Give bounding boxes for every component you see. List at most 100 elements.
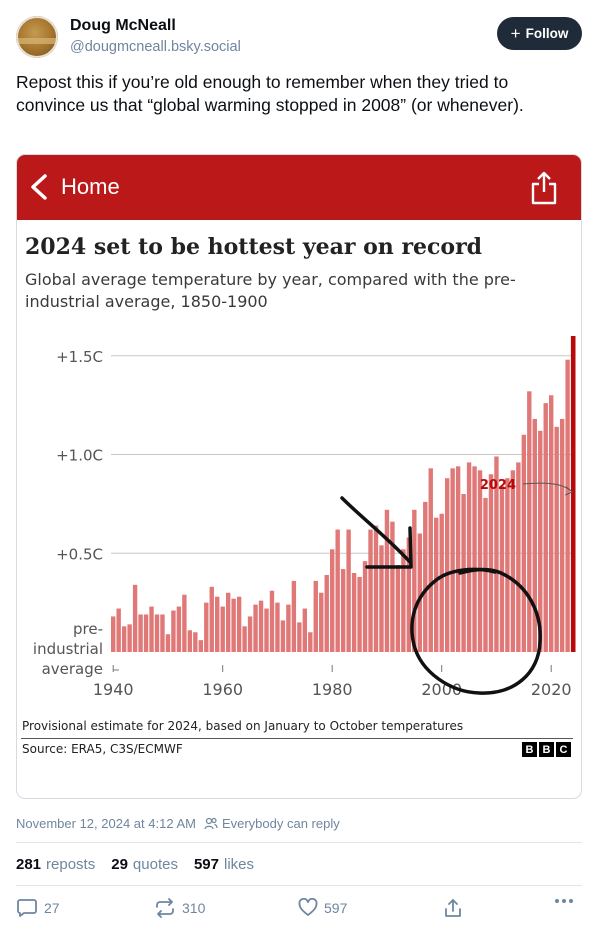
bar <box>121 626 127 652</box>
bar <box>242 626 247 652</box>
bar <box>182 594 187 652</box>
avatar[interactable] <box>16 16 58 58</box>
bar <box>264 608 269 652</box>
bar <box>204 602 209 652</box>
bar <box>559 418 565 652</box>
x-tick-label: 1940 <box>93 680 134 699</box>
bar <box>488 474 494 652</box>
author-handle[interactable]: @dougmcneall.bsky.social <box>70 39 241 55</box>
x-tick-label: 1980 <box>312 680 353 699</box>
home-link[interactable]: Home <box>61 174 120 199</box>
bar <box>132 584 138 652</box>
bar <box>417 533 422 652</box>
bar <box>297 622 302 652</box>
y-tick-label: +1.0C <box>56 447 103 465</box>
chart-footnote: Provisional estimate for 2024, based on … <box>22 719 464 733</box>
bar <box>549 395 554 652</box>
bar <box>483 497 488 652</box>
bar <box>510 470 516 652</box>
bar <box>143 614 149 652</box>
reply-icon <box>17 899 37 917</box>
x-tick-label: 1960 <box>202 680 243 699</box>
bar <box>176 606 182 652</box>
more-options-button[interactable] <box>554 898 574 904</box>
heart-icon <box>298 898 318 916</box>
bbc-logo: B B C <box>522 742 571 757</box>
bar <box>138 614 143 652</box>
bar <box>444 478 450 652</box>
like-button[interactable]: 597 <box>298 898 347 917</box>
bar <box>351 573 357 652</box>
post-actions: 27 310 597 <box>16 898 582 920</box>
bar <box>171 610 176 652</box>
share-icon[interactable] <box>529 170 559 206</box>
bar <box>412 509 417 652</box>
bar <box>516 462 521 652</box>
bar <box>198 640 203 652</box>
bbc-nav-bar: Home <box>17 155 581 220</box>
quotes-stat[interactable]: 29 quotes <box>111 856 178 873</box>
like-count: 597 <box>324 899 348 916</box>
follow-button[interactable]: + Follow <box>497 17 582 50</box>
bar <box>538 430 543 652</box>
bar <box>275 602 280 652</box>
hand-drawn-arrow <box>340 496 413 569</box>
bar <box>527 391 532 652</box>
engagement-stats: 281 reposts 29 quotes 597 likes <box>16 856 254 873</box>
bar <box>384 509 390 652</box>
plus-icon: + <box>510 24 521 43</box>
bar <box>324 574 329 652</box>
bar <box>291 580 297 652</box>
share-post-button[interactable] <box>444 898 462 918</box>
likes-stat[interactable]: 597 likes <box>193 856 255 873</box>
chart-title: 2024 set to be hottest year on record <box>25 234 483 260</box>
repost-icon <box>156 898 174 918</box>
bar <box>466 462 472 652</box>
y-tick-label: +1.5C <box>56 348 103 366</box>
bar <box>379 545 384 652</box>
bar <box>215 596 220 652</box>
reply-setting-label: Everybody can reply <box>221 816 340 831</box>
chevron-left-icon[interactable] <box>27 173 51 201</box>
bar <box>357 576 362 652</box>
bar <box>423 501 428 652</box>
bar <box>340 569 346 652</box>
repost-count: 310 <box>182 900 206 916</box>
bar <box>247 616 253 652</box>
highlight-bar <box>570 336 576 652</box>
post-timestamp[interactable]: November 12, 2024 at 4:12 AM <box>16 816 196 831</box>
bar <box>269 590 275 652</box>
bar <box>313 580 318 652</box>
bar <box>160 614 165 652</box>
author-name[interactable]: Doug McNeall <box>70 17 176 34</box>
bar <box>319 592 324 652</box>
bar <box>253 604 258 652</box>
bar <box>187 630 193 652</box>
bar <box>434 517 439 652</box>
bar <box>220 606 225 652</box>
image-embed[interactable]: Home 2024 set to be hottest year on reco… <box>16 154 582 799</box>
chart-subtitle: Global average temperature by year, comp… <box>25 270 516 311</box>
bar <box>395 565 401 652</box>
reply-button[interactable]: 27 <box>16 898 60 918</box>
bar <box>543 403 548 652</box>
divider <box>16 842 582 843</box>
bar <box>165 634 171 652</box>
highlight-label: 2024 <box>480 478 516 493</box>
bar <box>406 537 412 652</box>
reposts-stat[interactable]: 281 reposts <box>16 856 96 873</box>
bar <box>472 466 477 652</box>
bar <box>330 549 335 652</box>
bar <box>302 608 308 652</box>
bar <box>193 632 198 652</box>
bar <box>401 549 406 652</box>
bar <box>149 606 154 652</box>
bar <box>154 614 160 652</box>
y-tick-label: +0.5C <box>56 545 103 563</box>
repost-button[interactable]: 310 <box>154 898 205 918</box>
post-meta-row: November 12, 2024 at 4:12 AM Everybody c… <box>16 816 340 831</box>
people-icon <box>204 817 218 830</box>
bar <box>127 624 132 652</box>
bar <box>346 529 351 652</box>
x-tick-label: 2020 <box>531 680 572 699</box>
